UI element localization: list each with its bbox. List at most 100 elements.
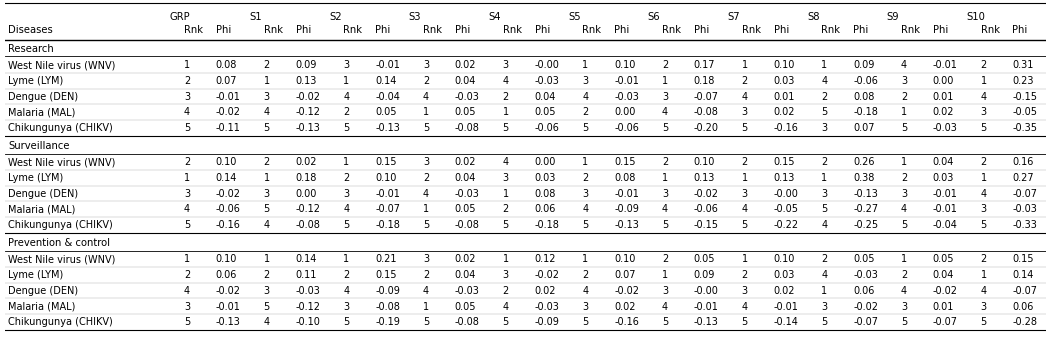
Text: -0.02: -0.02 — [216, 286, 241, 296]
Text: -0.02: -0.02 — [295, 91, 320, 102]
Text: 2: 2 — [503, 286, 509, 296]
Text: -0.01: -0.01 — [216, 91, 241, 102]
Text: -0.14: -0.14 — [774, 317, 799, 327]
Text: 1: 1 — [741, 173, 748, 183]
Text: 2: 2 — [503, 91, 509, 102]
Text: 2: 2 — [821, 254, 827, 265]
Text: 2: 2 — [423, 270, 429, 280]
Text: -0.07: -0.07 — [933, 317, 958, 327]
Text: Rnk: Rnk — [981, 25, 1000, 35]
Text: 4: 4 — [264, 107, 270, 117]
Text: -0.01: -0.01 — [933, 60, 958, 70]
Text: Dengue (DEN): Dengue (DEN) — [8, 91, 79, 102]
Text: -0.25: -0.25 — [853, 220, 878, 230]
Text: 5: 5 — [741, 123, 748, 133]
Text: 0.12: 0.12 — [535, 254, 556, 265]
Text: 2: 2 — [741, 76, 748, 86]
Text: -0.16: -0.16 — [615, 317, 639, 327]
Text: 3: 3 — [981, 302, 986, 312]
Text: -0.01: -0.01 — [694, 302, 718, 312]
Text: S6: S6 — [648, 12, 661, 22]
Text: S4: S4 — [488, 12, 500, 22]
Text: -0.19: -0.19 — [375, 317, 400, 327]
Text: 5: 5 — [343, 220, 350, 230]
Text: 0.03: 0.03 — [774, 76, 795, 86]
Text: 0.02: 0.02 — [454, 254, 476, 265]
Text: 3: 3 — [582, 189, 588, 199]
Text: Diseases: Diseases — [8, 25, 53, 35]
Text: S2: S2 — [329, 12, 341, 22]
Text: 0.10: 0.10 — [774, 254, 795, 265]
Text: -0.01: -0.01 — [774, 302, 799, 312]
Text: 4: 4 — [423, 286, 429, 296]
Text: 5: 5 — [582, 317, 588, 327]
Text: West Nile virus (WNV): West Nile virus (WNV) — [8, 254, 116, 265]
Text: S5: S5 — [567, 12, 581, 22]
Text: 2: 2 — [264, 60, 270, 70]
Text: 4: 4 — [423, 189, 429, 199]
Text: 3: 3 — [343, 189, 350, 199]
Text: 4: 4 — [264, 220, 270, 230]
Text: West Nile virus (WNV): West Nile virus (WNV) — [8, 60, 116, 70]
Text: 4: 4 — [343, 205, 350, 214]
Text: 0.04: 0.04 — [933, 270, 954, 280]
Text: 2: 2 — [981, 60, 987, 70]
Text: 2: 2 — [741, 157, 748, 167]
Text: 0.10: 0.10 — [375, 173, 397, 183]
Text: 0.10: 0.10 — [694, 157, 715, 167]
Text: Rnk: Rnk — [901, 25, 920, 35]
Text: 5: 5 — [821, 317, 827, 327]
Text: 5: 5 — [184, 317, 191, 327]
Text: -0.03: -0.03 — [454, 286, 480, 296]
Text: Dengue (DEN): Dengue (DEN) — [8, 286, 79, 296]
Text: 0.11: 0.11 — [295, 270, 317, 280]
Text: 0.10: 0.10 — [774, 60, 795, 70]
Text: 5: 5 — [264, 302, 270, 312]
Text: 1: 1 — [582, 254, 588, 265]
Text: 2: 2 — [582, 270, 588, 280]
Text: 0.14: 0.14 — [295, 254, 317, 265]
Text: Rnk: Rnk — [264, 25, 283, 35]
Text: Rnk: Rnk — [741, 25, 760, 35]
Text: Phi: Phi — [1012, 25, 1028, 35]
Text: 0.26: 0.26 — [853, 157, 874, 167]
Text: 3: 3 — [901, 302, 907, 312]
Text: -0.01: -0.01 — [375, 60, 400, 70]
Text: West Nile virus (WNV): West Nile virus (WNV) — [8, 157, 116, 167]
Text: 0.08: 0.08 — [216, 60, 238, 70]
Text: -0.03: -0.03 — [535, 76, 559, 86]
Text: -0.03: -0.03 — [454, 91, 480, 102]
Text: 5: 5 — [582, 220, 588, 230]
Text: 0.04: 0.04 — [454, 76, 476, 86]
Text: 2: 2 — [423, 173, 429, 183]
Text: 2: 2 — [981, 254, 987, 265]
Text: -0.01: -0.01 — [933, 189, 958, 199]
Text: 0.04: 0.04 — [454, 270, 476, 280]
Text: 2: 2 — [582, 107, 588, 117]
Text: -0.35: -0.35 — [1012, 123, 1038, 133]
Text: 0.04: 0.04 — [933, 157, 954, 167]
Text: 4: 4 — [821, 76, 827, 86]
Text: 1: 1 — [264, 254, 270, 265]
Text: 0.16: 0.16 — [1012, 157, 1033, 167]
Text: -0.02: -0.02 — [933, 286, 958, 296]
Text: 3: 3 — [184, 91, 191, 102]
Text: -0.04: -0.04 — [375, 91, 400, 102]
Text: 0.00: 0.00 — [295, 189, 317, 199]
Text: 4: 4 — [662, 205, 668, 214]
Text: 1: 1 — [264, 173, 270, 183]
Text: 4: 4 — [343, 286, 350, 296]
Text: Rnk: Rnk — [582, 25, 601, 35]
Text: -0.02: -0.02 — [694, 189, 719, 199]
Text: 0.09: 0.09 — [694, 270, 715, 280]
Text: 0.09: 0.09 — [853, 60, 874, 70]
Text: 1: 1 — [423, 302, 429, 312]
Text: 2: 2 — [901, 91, 907, 102]
Text: 1: 1 — [343, 254, 350, 265]
Text: S7: S7 — [728, 12, 740, 22]
Text: 5: 5 — [981, 123, 987, 133]
Text: 0.02: 0.02 — [535, 286, 556, 296]
Text: Chikungunya (CHIKV): Chikungunya (CHIKV) — [8, 123, 113, 133]
Text: 0.14: 0.14 — [375, 76, 397, 86]
Text: 2: 2 — [821, 157, 827, 167]
